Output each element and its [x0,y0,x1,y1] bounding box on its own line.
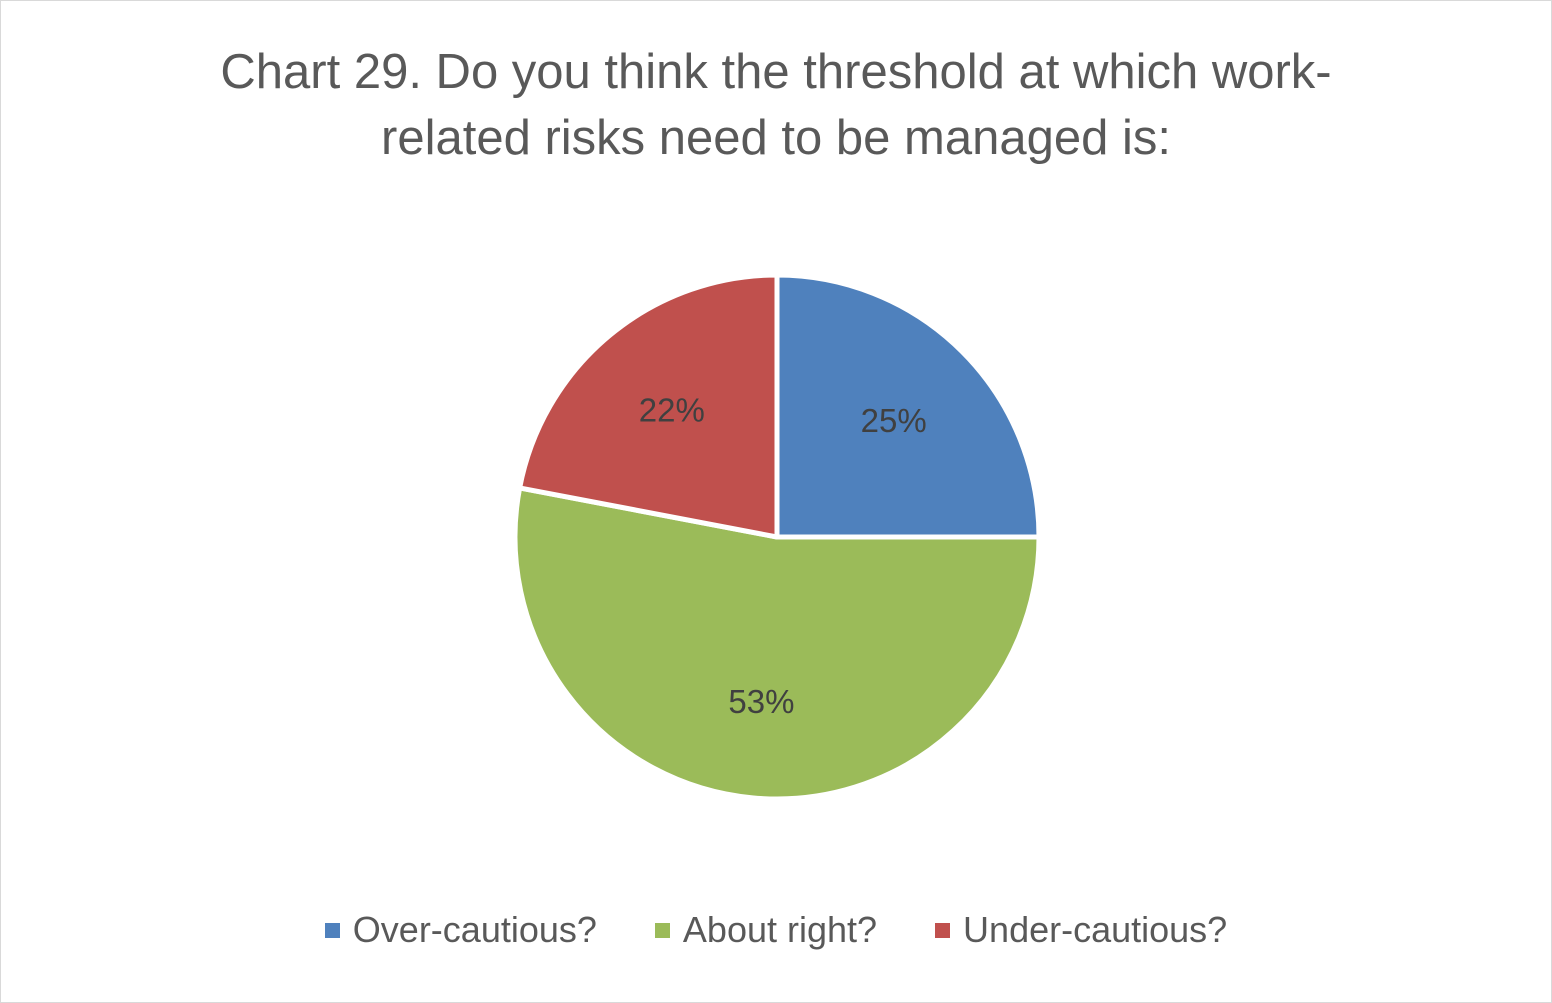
data-label-under-cautious: 22% [639,391,705,428]
legend-item-under-cautious: Under-cautious? [935,909,1227,951]
legend-label-about-right: About right? [682,909,878,950]
chart-title: Chart 29. Do you think the threshold at … [1,39,1551,171]
data-label-over-cautious: 25% [861,402,927,439]
legend-swatch-about-right [654,922,670,938]
legend: Over-cautious? About right? Under-cautio… [1,909,1551,951]
legend-item-about-right: About right? [654,909,878,951]
data-label-about-right: 53% [728,683,794,720]
chart-title-line-1: Chart 29. Do you think the threshold at … [220,45,1332,99]
legend-label-under-cautious: Under-cautious? [963,909,1228,950]
legend-item-over-cautious: Over-cautious? [324,909,597,951]
chart-title-line-2: related risks need to be managed is: [381,111,1171,165]
pie-slice-under-cautious [517,272,780,540]
legend-label-over-cautious: Over-cautious? [352,909,597,950]
pie-slice-about-right [512,485,1042,802]
pie-slice-over-cautious [774,272,1042,540]
legend-swatch-under-cautious [935,922,951,938]
legend-swatch-over-cautious [324,922,340,938]
